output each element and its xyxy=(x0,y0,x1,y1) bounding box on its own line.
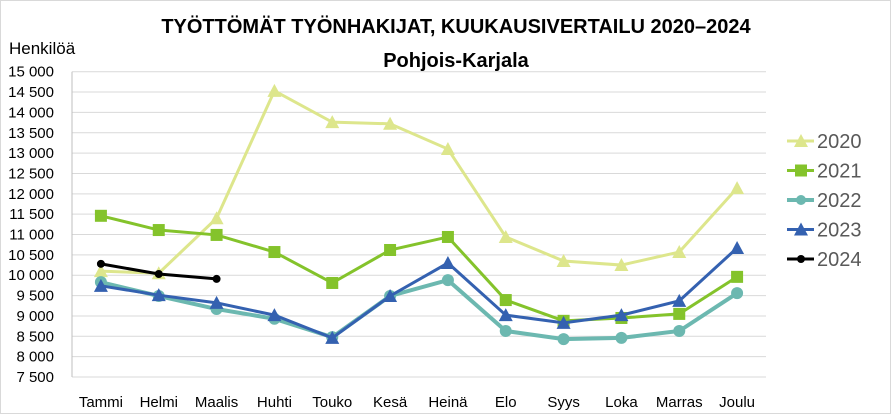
data-point xyxy=(152,224,165,237)
data-point xyxy=(210,228,223,241)
series-2024 xyxy=(96,259,221,283)
data-point xyxy=(154,270,163,279)
data-point xyxy=(795,164,807,177)
data-point xyxy=(794,222,808,236)
chart-subtitle: Pohjois-Karjala xyxy=(383,50,529,72)
y-tick-label: 9 000 xyxy=(16,308,54,325)
data-point xyxy=(268,246,281,259)
y-tick-label: 11 500 xyxy=(9,206,54,223)
data-point xyxy=(209,295,224,309)
data-point xyxy=(209,211,224,225)
y-tick-label: 8 000 xyxy=(16,349,54,366)
y-tick-label: 11 000 xyxy=(9,227,54,244)
data-point xyxy=(93,264,108,278)
y-tick-label: 14 500 xyxy=(8,84,54,101)
data-point xyxy=(96,259,105,268)
data-point xyxy=(730,181,745,195)
data-point xyxy=(672,293,687,307)
data-point xyxy=(326,276,339,289)
data-point xyxy=(498,229,513,243)
x-tick-label: Syys xyxy=(547,394,580,411)
data-point xyxy=(93,278,108,292)
legend-item-2022: 2022 xyxy=(787,190,862,212)
series-line xyxy=(100,88,739,275)
legend-label: 2021 xyxy=(817,161,862,183)
data-point xyxy=(383,116,398,130)
data-point xyxy=(796,195,806,205)
y-tick-label: 12 500 xyxy=(8,165,54,182)
data-point xyxy=(440,142,455,156)
y-tick-label: 10 000 xyxy=(8,267,54,284)
data-point xyxy=(499,325,512,338)
x-tick-label: Touko xyxy=(312,394,352,411)
legend-item-2020: 2020 xyxy=(787,131,862,153)
x-tick-label: Heinä xyxy=(428,394,468,411)
legend-label: 2024 xyxy=(817,249,862,271)
data-point xyxy=(673,325,686,338)
legend-item-2021: 2021 xyxy=(787,161,862,183)
data-point xyxy=(615,331,628,344)
data-point xyxy=(614,308,629,322)
data-point xyxy=(384,243,397,256)
series-line xyxy=(100,246,739,340)
x-tick-label: Helmi xyxy=(140,394,178,411)
x-tick-label: Kesä xyxy=(373,394,408,411)
x-tick-label: Elo xyxy=(495,394,517,411)
series-line xyxy=(100,214,738,323)
data-point xyxy=(151,288,166,302)
data-point xyxy=(94,209,107,222)
data-point xyxy=(267,83,282,97)
x-tick-label: Loka xyxy=(605,394,638,411)
legend-label: 2020 xyxy=(817,131,862,153)
x-tick-label: Huhti xyxy=(257,394,292,411)
data-point xyxy=(797,255,805,263)
data-point xyxy=(267,308,282,322)
chart-title: TYÖTTÖMÄT TYÖNHAKIJAT, KUUKAUSIVERTAILU … xyxy=(161,15,751,38)
legend-label: 2022 xyxy=(817,190,862,212)
data-point xyxy=(212,274,221,283)
data-point xyxy=(673,307,686,320)
legend-item-2023: 2023 xyxy=(787,220,862,242)
y-axis-label: Henkilöä xyxy=(9,39,76,58)
y-tick-label: 15 000 xyxy=(8,64,54,81)
series-line xyxy=(100,277,739,342)
x-tick-label: Marras xyxy=(656,394,703,411)
data-point xyxy=(325,115,340,129)
data-point xyxy=(499,294,512,307)
data-point xyxy=(440,256,455,270)
series-2020 xyxy=(93,83,745,280)
x-tick-label: Joulu xyxy=(719,394,755,411)
series-2023 xyxy=(93,240,745,344)
data-point xyxy=(556,315,571,329)
data-point xyxy=(557,333,570,346)
data-point xyxy=(731,287,744,300)
y-tick-label: 14 000 xyxy=(8,104,54,121)
legend-label: 2023 xyxy=(817,220,862,242)
y-tick-label: 7 500 xyxy=(16,369,54,386)
data-point xyxy=(441,274,454,287)
y-tick-label: 12 000 xyxy=(8,186,54,203)
y-tick-label: 13 000 xyxy=(8,145,54,162)
data-point xyxy=(731,270,744,283)
data-point xyxy=(730,240,745,254)
y-tick-label: 9 500 xyxy=(16,288,54,305)
data-point xyxy=(441,230,454,243)
y-tick-label: 10 500 xyxy=(8,247,54,264)
data-point xyxy=(672,245,687,259)
data-point xyxy=(325,330,340,344)
data-point xyxy=(498,308,513,322)
data-point xyxy=(383,288,398,302)
y-tick-label: 8 500 xyxy=(16,328,54,345)
data-point xyxy=(556,253,571,267)
data-point xyxy=(614,258,629,272)
y-tick-label: 13 500 xyxy=(8,125,54,142)
x-tick-label: Tammi xyxy=(79,394,123,411)
legend-item-2024: 2024 xyxy=(787,249,862,271)
x-tick-label: Maalis xyxy=(195,394,238,411)
data-point xyxy=(794,134,808,147)
